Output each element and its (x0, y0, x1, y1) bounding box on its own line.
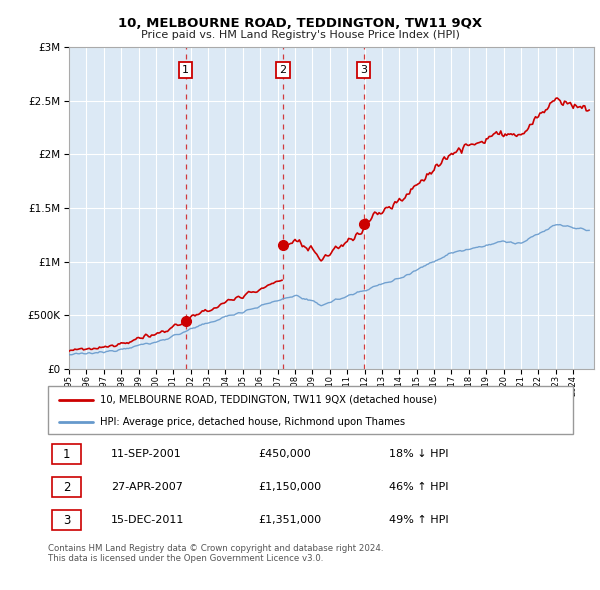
Text: £450,000: £450,000 (258, 450, 311, 459)
Text: 2: 2 (63, 481, 70, 494)
Text: 11-SEP-2001: 11-SEP-2001 (111, 450, 182, 459)
Text: £1,351,000: £1,351,000 (258, 516, 321, 525)
Text: 3: 3 (63, 514, 70, 527)
FancyBboxPatch shape (48, 386, 573, 434)
Text: HPI: Average price, detached house, Richmond upon Thames: HPI: Average price, detached house, Rich… (101, 417, 406, 427)
Text: 15-DEC-2011: 15-DEC-2011 (111, 516, 184, 525)
Text: 49% ↑ HPI: 49% ↑ HPI (389, 516, 449, 525)
FancyBboxPatch shape (52, 444, 81, 464)
Text: £1,150,000: £1,150,000 (258, 483, 321, 492)
FancyBboxPatch shape (52, 510, 81, 530)
Text: Contains HM Land Registry data © Crown copyright and database right 2024.
This d: Contains HM Land Registry data © Crown c… (48, 544, 383, 563)
Text: 10, MELBOURNE ROAD, TEDDINGTON, TW11 9QX (detached house): 10, MELBOURNE ROAD, TEDDINGTON, TW11 9QX… (101, 395, 437, 405)
Text: 2: 2 (280, 65, 287, 75)
Text: 1: 1 (63, 448, 70, 461)
Text: 3: 3 (361, 65, 367, 75)
Text: 46% ↑ HPI: 46% ↑ HPI (389, 483, 449, 492)
Text: Price paid vs. HM Land Registry's House Price Index (HPI): Price paid vs. HM Land Registry's House … (140, 31, 460, 40)
Text: 27-APR-2007: 27-APR-2007 (111, 483, 183, 492)
Text: 18% ↓ HPI: 18% ↓ HPI (389, 450, 449, 459)
Text: 10, MELBOURNE ROAD, TEDDINGTON, TW11 9QX: 10, MELBOURNE ROAD, TEDDINGTON, TW11 9QX (118, 17, 482, 30)
FancyBboxPatch shape (52, 477, 81, 497)
Text: 1: 1 (182, 65, 189, 75)
